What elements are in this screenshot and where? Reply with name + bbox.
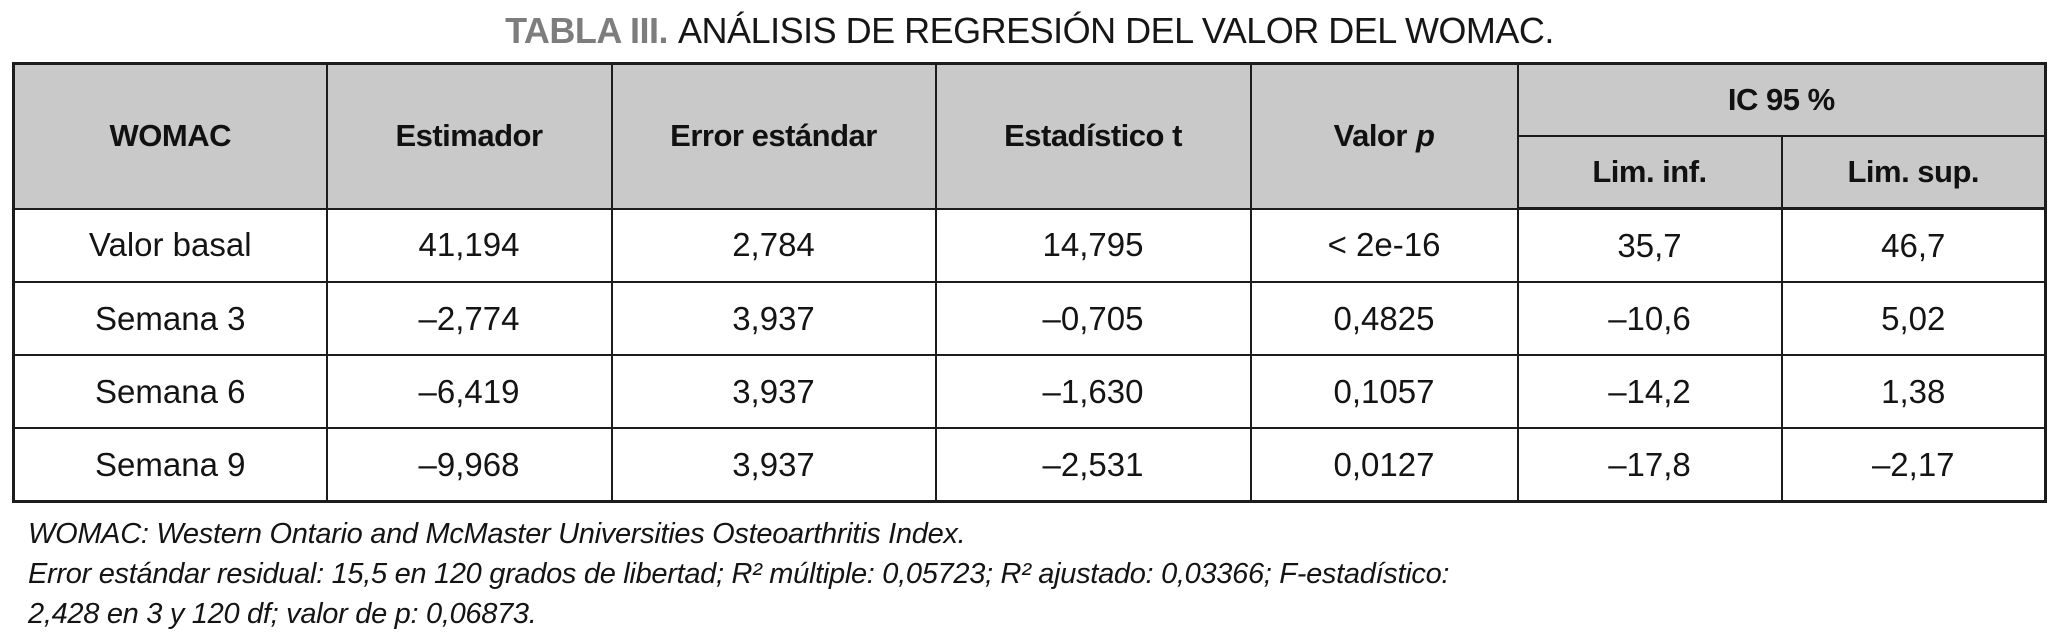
cell-lim-sup: –2,17: [1780, 427, 2047, 503]
header-ic95: IC 95 %: [1516, 62, 2047, 137]
header-row-top: WOMAC Estimador Error estándar Estadísti…: [12, 62, 2047, 210]
table-title-label: TABLA III.: [505, 10, 669, 51]
cell-estadistico-t: –1,630: [934, 354, 1252, 429]
cell-valor-p: 0,4825: [1249, 281, 1519, 356]
cell-lim-sup: 46,7: [1780, 207, 2047, 283]
cell-estimador: –2,774: [325, 281, 613, 356]
header-lim-inf: Lim. inf.: [1516, 135, 1783, 210]
cell-row-label: Semana 9: [12, 427, 328, 503]
header-error-estandar: Error estándar: [610, 62, 937, 210]
header-womac: WOMAC: [12, 62, 328, 210]
cell-estimador: –9,968: [325, 427, 613, 503]
cell-estadistico-t: –2,531: [934, 427, 1252, 503]
cell-error-estandar: 3,937: [610, 281, 937, 356]
cell-row-label: Valor basal: [12, 207, 328, 283]
table-row: Valor basal 41,194 2,784 14,795 < 2e-16 …: [12, 207, 2047, 283]
cell-row-label: Semana 3: [12, 281, 328, 356]
table-row: Semana 9 –9,968 3,937 –2,531 0,0127 –17,…: [12, 427, 2047, 503]
table-header: WOMAC Estimador Error estándar Estadísti…: [12, 62, 2047, 210]
header-lim-sup: Lim. sup.: [1780, 135, 2047, 210]
table-row: Semana 3 –2,774 3,937 –0,705 0,4825 –10,…: [12, 281, 2047, 356]
cell-valor-p: < 2e-16: [1249, 207, 1519, 283]
cell-error-estandar: 3,937: [610, 427, 937, 503]
cell-estadistico-t: 14,795: [934, 207, 1252, 283]
footnote-line-2: Error estándar residual: 15,5 en 120 gra…: [28, 558, 1450, 590]
cell-lim-inf: –14,2: [1516, 354, 1783, 429]
cell-error-estandar: 2,784: [610, 207, 937, 283]
cell-estadistico-t: –0,705: [934, 281, 1252, 356]
cell-lim-inf: 35,7: [1516, 207, 1783, 283]
cell-row-label: Semana 6: [12, 354, 328, 429]
cell-lim-sup: 1,38: [1780, 354, 2047, 429]
regression-table: WOMAC Estimador Error estándar Estadísti…: [12, 62, 2047, 503]
cell-valor-p: 0,0127: [1249, 427, 1519, 503]
cell-estimador: –6,419: [325, 354, 613, 429]
cell-lim-sup: 5,02: [1780, 281, 2047, 356]
header-valor-p-prefix: Valor: [1333, 118, 1408, 154]
header-estadistico-t: Estadístico t: [934, 62, 1252, 210]
header-valor-p: Valor p: [1249, 62, 1519, 210]
table-body: Valor basal 41,194 2,784 14,795 < 2e-16 …: [12, 207, 2047, 503]
table-row: Semana 6 –6,419 3,937 –1,630 0,1057 –14,…: [12, 354, 2047, 429]
cell-error-estandar: 3,937: [610, 354, 937, 429]
header-estimador: Estimador: [325, 62, 613, 210]
footnote-line-3: 2,428 en 3 y 120 df; valor de p: 0,06873…: [28, 598, 537, 630]
cell-lim-inf: –10,6: [1516, 281, 1783, 356]
cell-valor-p: 0,1057: [1249, 354, 1519, 429]
footnotes: WOMAC: Western Ontario and McMaster Univ…: [28, 514, 2038, 634]
cell-lim-inf: –17,8: [1516, 427, 1783, 503]
table-title-text: ANÁLISIS DE REGRESIÓN DEL VALOR DEL WOMA…: [678, 10, 1554, 51]
footnote-line-1: WOMAC: Western Ontario and McMaster Univ…: [28, 518, 966, 550]
table-title: TABLA III. ANÁLISIS DE REGRESIÓN DEL VALO…: [0, 10, 2059, 52]
header-row-sub: Lim. inf. Lim. sup.: [14, 135, 2047, 210]
cell-estimador: 41,194: [325, 207, 613, 283]
header-valor-p-symbol: p: [1415, 118, 1435, 154]
